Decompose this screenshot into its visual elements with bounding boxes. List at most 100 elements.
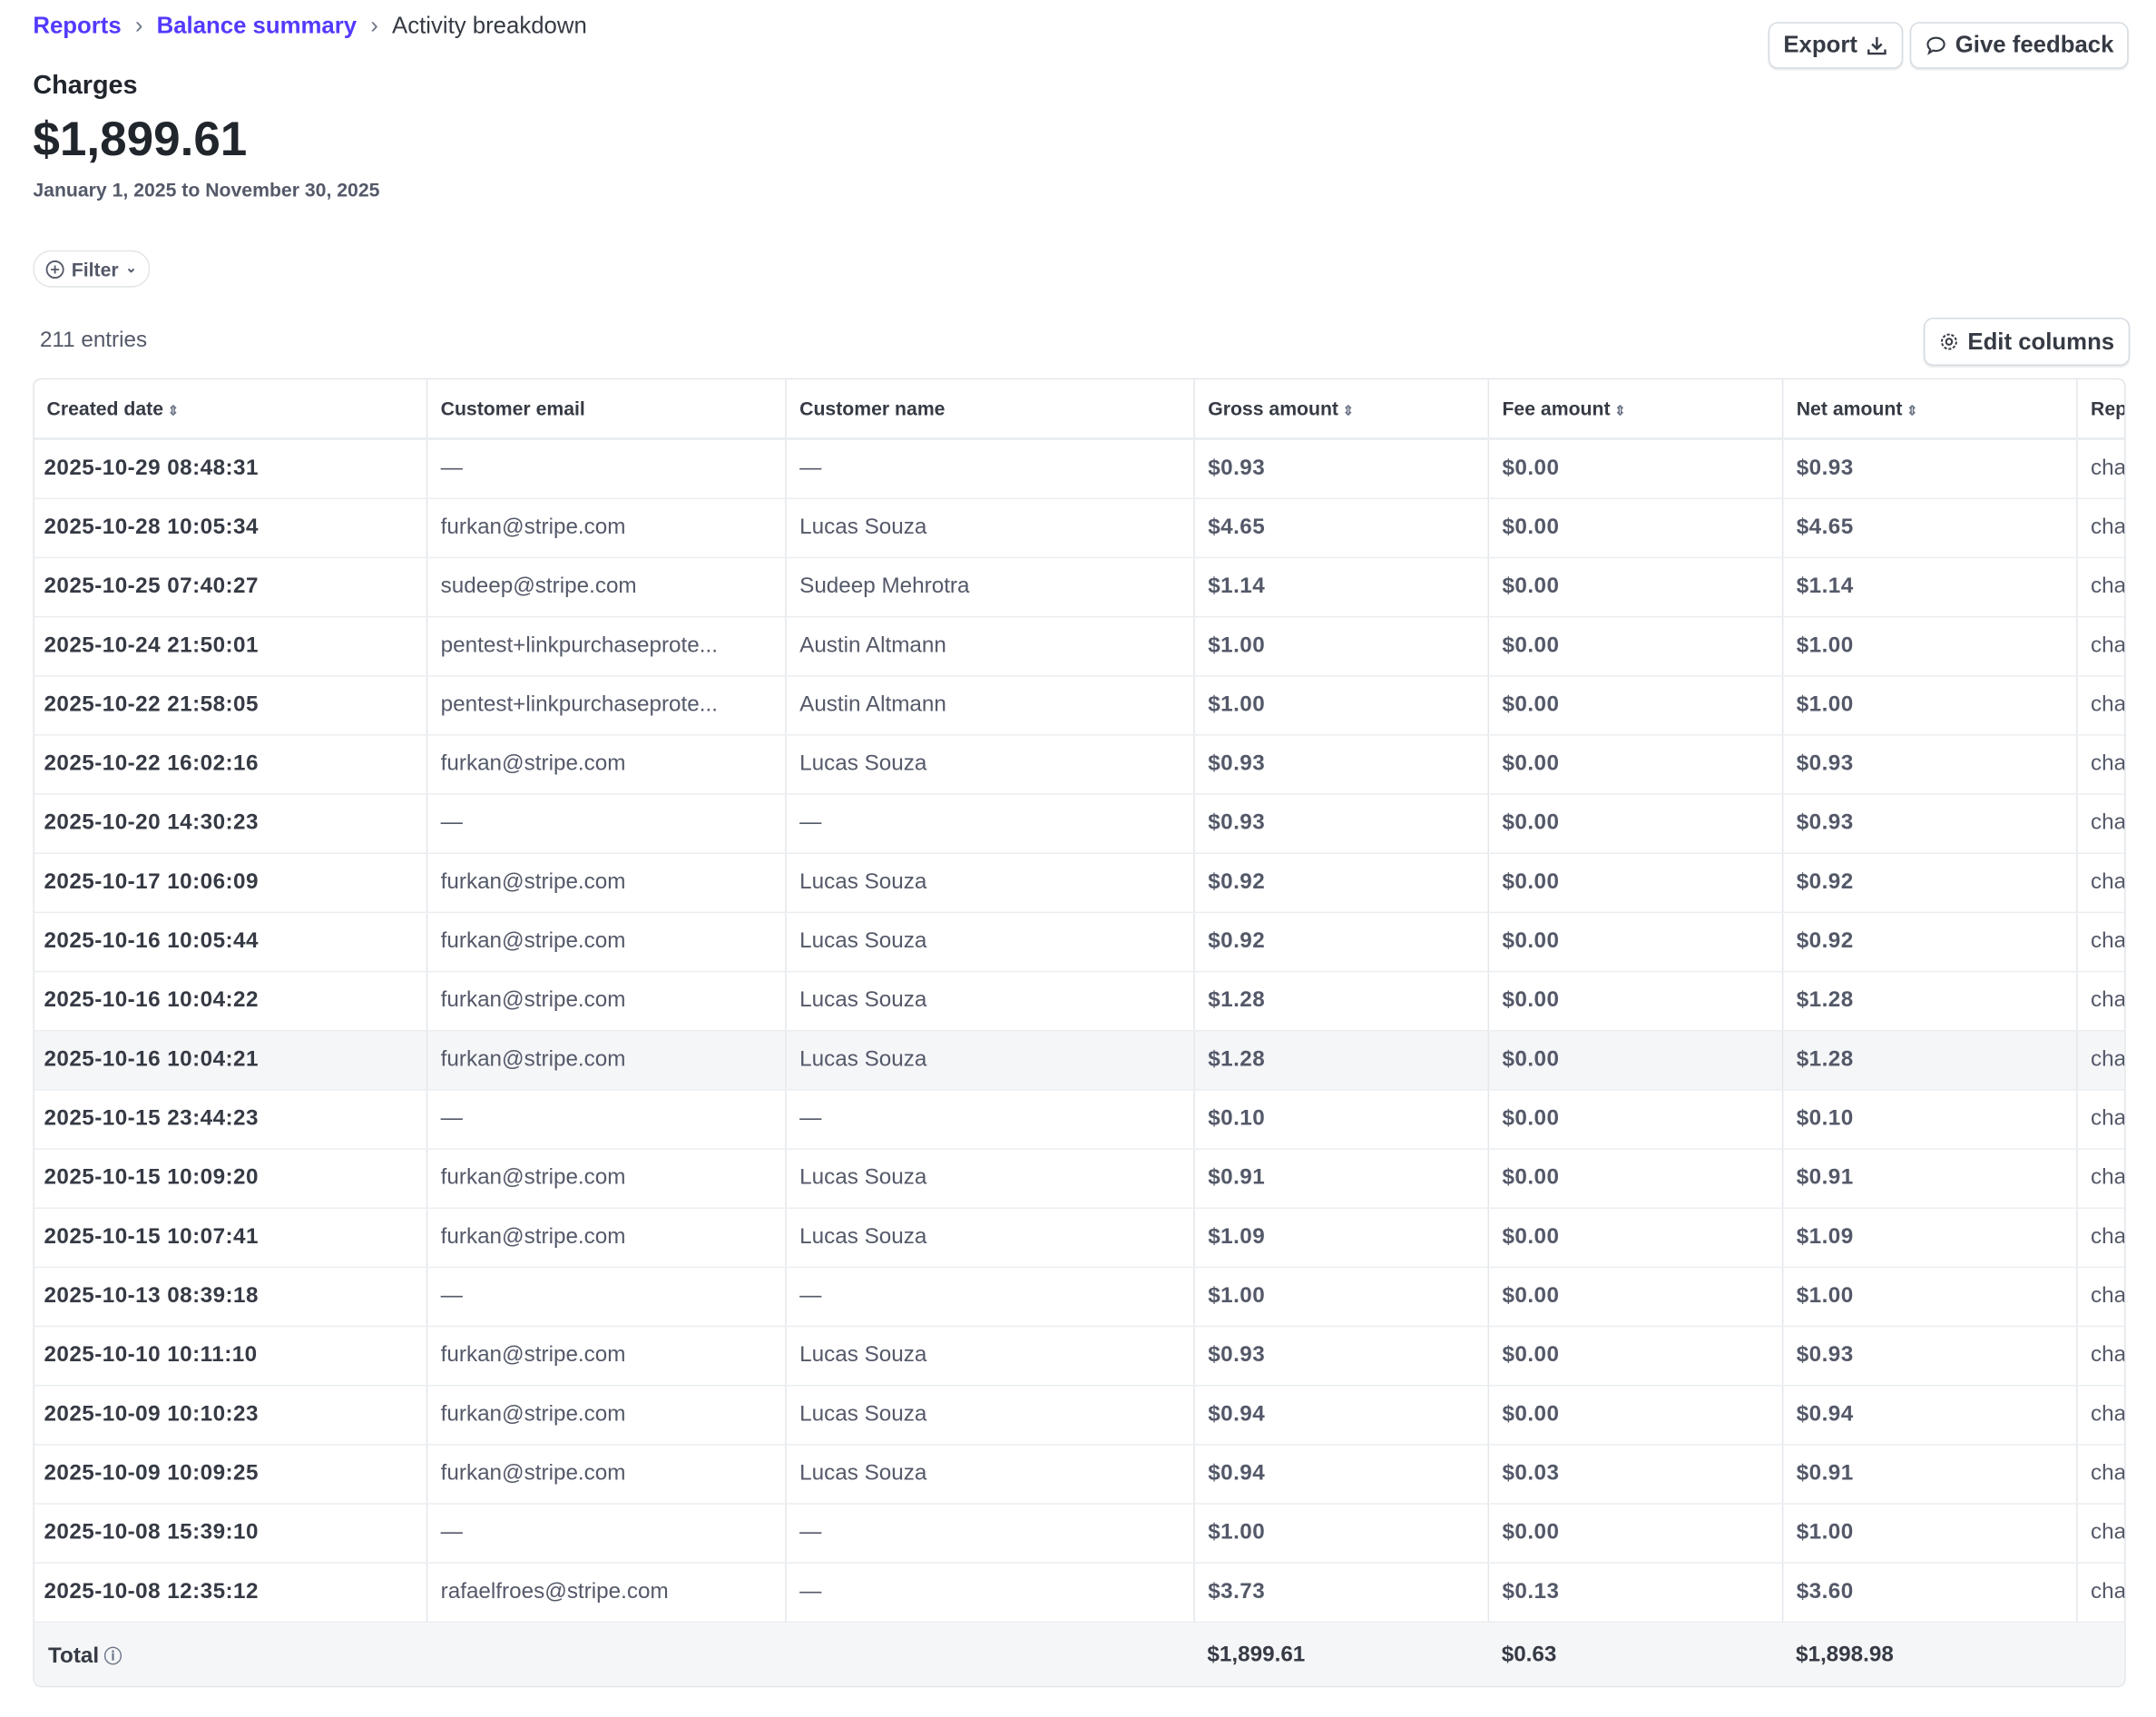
- table-cell: $1.00: [1192, 1267, 1488, 1328]
- table-cell: $3.60: [1781, 1563, 2077, 1624]
- table-row[interactable]: 2025-10-25 07:40:27 sudeep@stripe.com Sude…: [34, 557, 2125, 618]
- table-row[interactable]: 2025-10-15 23:44:23— — $0.10 $0.00 $0.10 cha: [34, 1089, 2125, 1150]
- column-header: Fee amount ⇕: [1486, 379, 1782, 440]
- table-cell: $0.91: [1192, 1149, 1488, 1209]
- info-icon: ⓘ: [99, 1645, 122, 1666]
- table-cell: $1.00: [1781, 1267, 2077, 1328]
- table-row[interactable]: 2025-10-09 10:09:25 furkan@stripe.com Luca…: [34, 1444, 2125, 1505]
- table-cell: Lucas Souza: [784, 1444, 1194, 1505]
- table-row[interactable]: 2025-10-10 10:11:10 furkan@stripe.com Luca…: [34, 1326, 2125, 1387]
- sort-icon: ⇕: [167, 404, 180, 420]
- table-cell: $1.00: [1781, 675, 2077, 736]
- table-cell: furkan@stripe.com: [425, 853, 786, 914]
- table-cell: pentest+linkpurchaseprote...: [425, 616, 786, 677]
- date-range: January 1, 2025 to November 30, 2025: [33, 178, 380, 201]
- table-cell: —: [425, 1503, 786, 1564]
- filter-button[interactable]: Filter ⌄: [33, 250, 150, 288]
- table-cell: $1.28: [1781, 1030, 2077, 1091]
- table-cell: $0.93: [1192, 438, 1488, 500]
- plus-icon: [45, 260, 64, 279]
- table-row[interactable]: 2025-10-20 14:30:23— — $0.93 $0.00 $0.93 cha: [34, 794, 2125, 855]
- table-row[interactable]: 2025-10-22 21:58:05 pentest+linkpurchasep…: [34, 675, 2125, 736]
- edit-columns-button[interactable]: Edit columns: [1923, 318, 2130, 367]
- spacer: [2076, 1622, 2125, 1686]
- table-cell: cha: [2075, 1267, 2125, 1328]
- table-row[interactable]: 2025-10-15 10:07:41 furkan@stripe.com Luca…: [34, 1208, 2125, 1269]
- table-cell: cha: [2075, 498, 2125, 559]
- table-cell: $0.93: [1781, 438, 2077, 500]
- table-cell: 2025-10-22 16:02:16: [34, 734, 426, 795]
- table-row[interactable]: 2025-10-28 10:05:34 furkan@stripe.com Luca…: [34, 498, 2125, 559]
- breadcrumb-link[interactable]: Reports: [33, 12, 122, 39]
- export-button[interactable]: Export: [1768, 22, 1903, 69]
- table-cell: 2025-10-17 10:06:09: [34, 853, 426, 914]
- table-cell: —: [425, 1089, 786, 1150]
- table-row[interactable]: 2025-10-24 21:50:01 pentest+linkpurchasep…: [34, 616, 2125, 677]
- table-cell: $1.14: [1192, 557, 1488, 618]
- table-cell: cha: [2075, 1149, 2125, 1209]
- header-label: Created date: [46, 397, 164, 420]
- table-row[interactable]: 2025-10-16 10:04:22 furkan@stripe.com Luca…: [34, 971, 2125, 1032]
- table-cell: Austin Altmann: [784, 675, 1194, 736]
- table-row[interactable]: 2025-10-17 10:06:09 furkan@stripe.com Luca…: [34, 853, 2125, 914]
- table-cell: —: [784, 1563, 1194, 1624]
- spacer: [785, 1622, 1194, 1686]
- table-cell: sudeep@stripe.com: [425, 557, 786, 618]
- total-row: Total ⓘ $1,899.61 $0.63 $1,898.98: [34, 1622, 2125, 1686]
- table-row[interactable]: 2025-10-08 12:35:12 rafaelfroes@stripe.co…: [34, 1563, 2125, 1624]
- table-cell: —: [784, 1089, 1194, 1150]
- table-row[interactable]: 2025-10-22 16:02:16 furkan@stripe.com Luca…: [34, 734, 2125, 795]
- gear-icon: [1940, 333, 1957, 350]
- table-cell: 2025-10-09 10:10:23: [34, 1385, 426, 1446]
- table-row[interactable]: 2025-10-16 10:04:21 furkan@stripe.com Luca…: [34, 1030, 2125, 1091]
- table-cell: $0.00: [1486, 675, 1782, 736]
- table-cell: $0.00: [1486, 1089, 1782, 1150]
- label: Filter: [71, 258, 119, 280]
- breadcrumb-link[interactable]: Balance summary: [156, 12, 358, 39]
- table-cell: Lucas Souza: [784, 498, 1194, 559]
- table-cell: cha: [2075, 1503, 2125, 1564]
- label: Give feedback: [1955, 31, 2114, 58]
- feedback-button[interactable]: Give feedback: [1909, 22, 2130, 69]
- table-cell: rafaelfroes@stripe.com: [425, 1563, 786, 1624]
- table-cell: cha: [2075, 734, 2125, 795]
- breadcrumb: Reports › Balance summary › Activity break…: [33, 13, 586, 40]
- sort-icon: ⇕: [1906, 404, 1918, 420]
- table-row[interactable]: 2025-10-09 10:10:23 furkan@stripe.com Luca…: [34, 1385, 2125, 1446]
- entry-count: 211 entries: [39, 329, 148, 352]
- table-cell: —: [784, 794, 1194, 855]
- table-cell: $0.10: [1192, 1089, 1488, 1150]
- table-body: 2025-10-29 08:48:31— — $0.93 $0.00 $0.93 cha 2…: [34, 438, 2125, 1686]
- table-cell: $0.00: [1486, 438, 1782, 500]
- table-cell: 2025-10-25 07:40:27: [34, 557, 426, 618]
- table-row[interactable]: 2025-10-29 08:48:31— — $0.93 $0.00 $0.93 cha: [34, 438, 2125, 500]
- table-cell: 2025-10-10 10:11:10: [34, 1326, 426, 1387]
- table-cell: Austin Altmann: [784, 616, 1194, 677]
- table-cell: $0.93: [1781, 734, 2077, 795]
- table-cell: 2025-10-16 10:04:21: [34, 1030, 426, 1091]
- table-cell: furkan@stripe.com: [425, 1326, 786, 1387]
- table-cell: Lucas Souza: [784, 1326, 1194, 1387]
- table-cell: Lucas Souza: [784, 1149, 1194, 1209]
- table-cell: 2025-10-29 08:48:31: [34, 438, 426, 500]
- table-row[interactable]: 2025-10-16 10:05:44 furkan@stripe.com Luca…: [34, 912, 2125, 973]
- amount: $1,899.61: [33, 113, 248, 167]
- table-cell: $0.00: [1486, 557, 1782, 618]
- table-cell: $1.28: [1781, 971, 2077, 1032]
- table-cell: $0.93: [1781, 1326, 2077, 1387]
- table-container: Created date ⇕ Customer email Customer name…: [33, 378, 2126, 1688]
- table-cell: —: [784, 438, 1194, 500]
- table-cell: cha: [2075, 1208, 2125, 1269]
- table-row[interactable]: 2025-10-08 15:39:10— — $1.00 $0.00 $1.00 cha: [34, 1503, 2125, 1564]
- label: Total: [48, 1643, 100, 1668]
- table-cell: Lucas Souza: [784, 1208, 1194, 1269]
- header-label: Fee amount: [1502, 397, 1611, 420]
- table-row[interactable]: 2025-10-15 10:09:20 furkan@stripe.com Luca…: [34, 1149, 2125, 1209]
- table-cell: 2025-10-15 23:44:23: [34, 1089, 426, 1150]
- table-row[interactable]: 2025-10-13 08:39:18— — $1.00 $0.00 $1.00 cha: [34, 1267, 2125, 1328]
- table-cell: $4.65: [1192, 498, 1488, 559]
- table-cell: $0.00: [1486, 1503, 1782, 1564]
- table-cell: $1.00: [1781, 1503, 2077, 1564]
- table-cell: furkan@stripe.com: [425, 1385, 786, 1446]
